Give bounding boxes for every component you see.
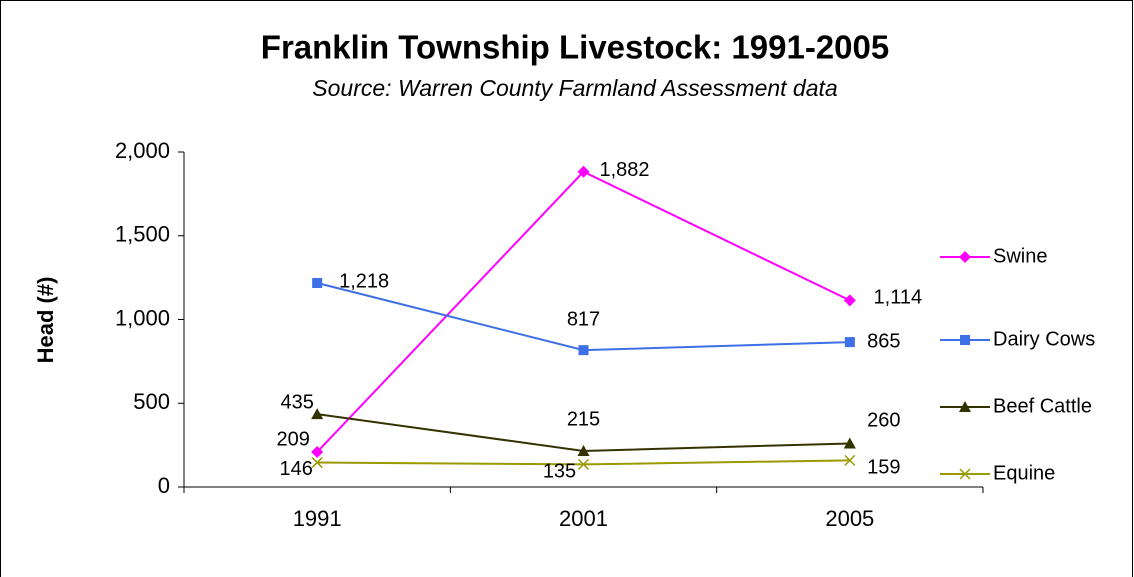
y-tick-label: 2,000 [115,138,170,163]
data-label: 215 [567,408,600,430]
y-tick-label: 500 [133,389,170,414]
point [312,277,323,288]
data-label: 260 [867,410,900,432]
data-label: 435 [280,391,313,413]
legend-marker [959,401,971,412]
data-label: 817 [567,308,600,330]
point [577,458,590,470]
x-tick-label: 2001 [559,506,608,531]
data-label: 209 [276,428,309,450]
point [578,345,589,356]
legend-label: Equine [993,462,1055,484]
point [843,294,856,307]
x-tick-label: 1991 [293,506,342,531]
point [577,444,590,456]
legend-marker [959,251,971,263]
y-axis-label: Head (#) [33,277,58,364]
legend-marker [959,468,971,480]
legend-label: Dairy Cows [993,328,1095,350]
data-label: 135 [543,461,576,483]
legend-marker [960,335,970,345]
y-tick-label: 0 [158,473,170,498]
y-tick-label: 1,000 [115,305,170,330]
point [844,337,855,348]
chart-title: Franklin Township Livestock: 1991-2005 [261,29,889,66]
legend-label: Beef Cattle [993,395,1092,417]
point [311,408,324,420]
point [844,454,856,466]
chart-subtitle: Source: Warren County Farmland Assessmen… [312,75,837,101]
point [843,437,856,449]
point [311,457,323,469]
data-label: 1,882 [599,159,649,181]
data-label: 146 [279,458,312,480]
data-label: 1,114 [874,287,923,309]
legend-label: Swine [993,245,1047,267]
point [311,445,324,458]
data-label: 865 [867,330,900,352]
data-label: 159 [867,457,900,479]
x-tick-label: 2005 [825,506,874,531]
point [577,165,590,178]
y-tick-label: 1,500 [115,222,170,247]
data-label: 1,218 [339,270,389,292]
